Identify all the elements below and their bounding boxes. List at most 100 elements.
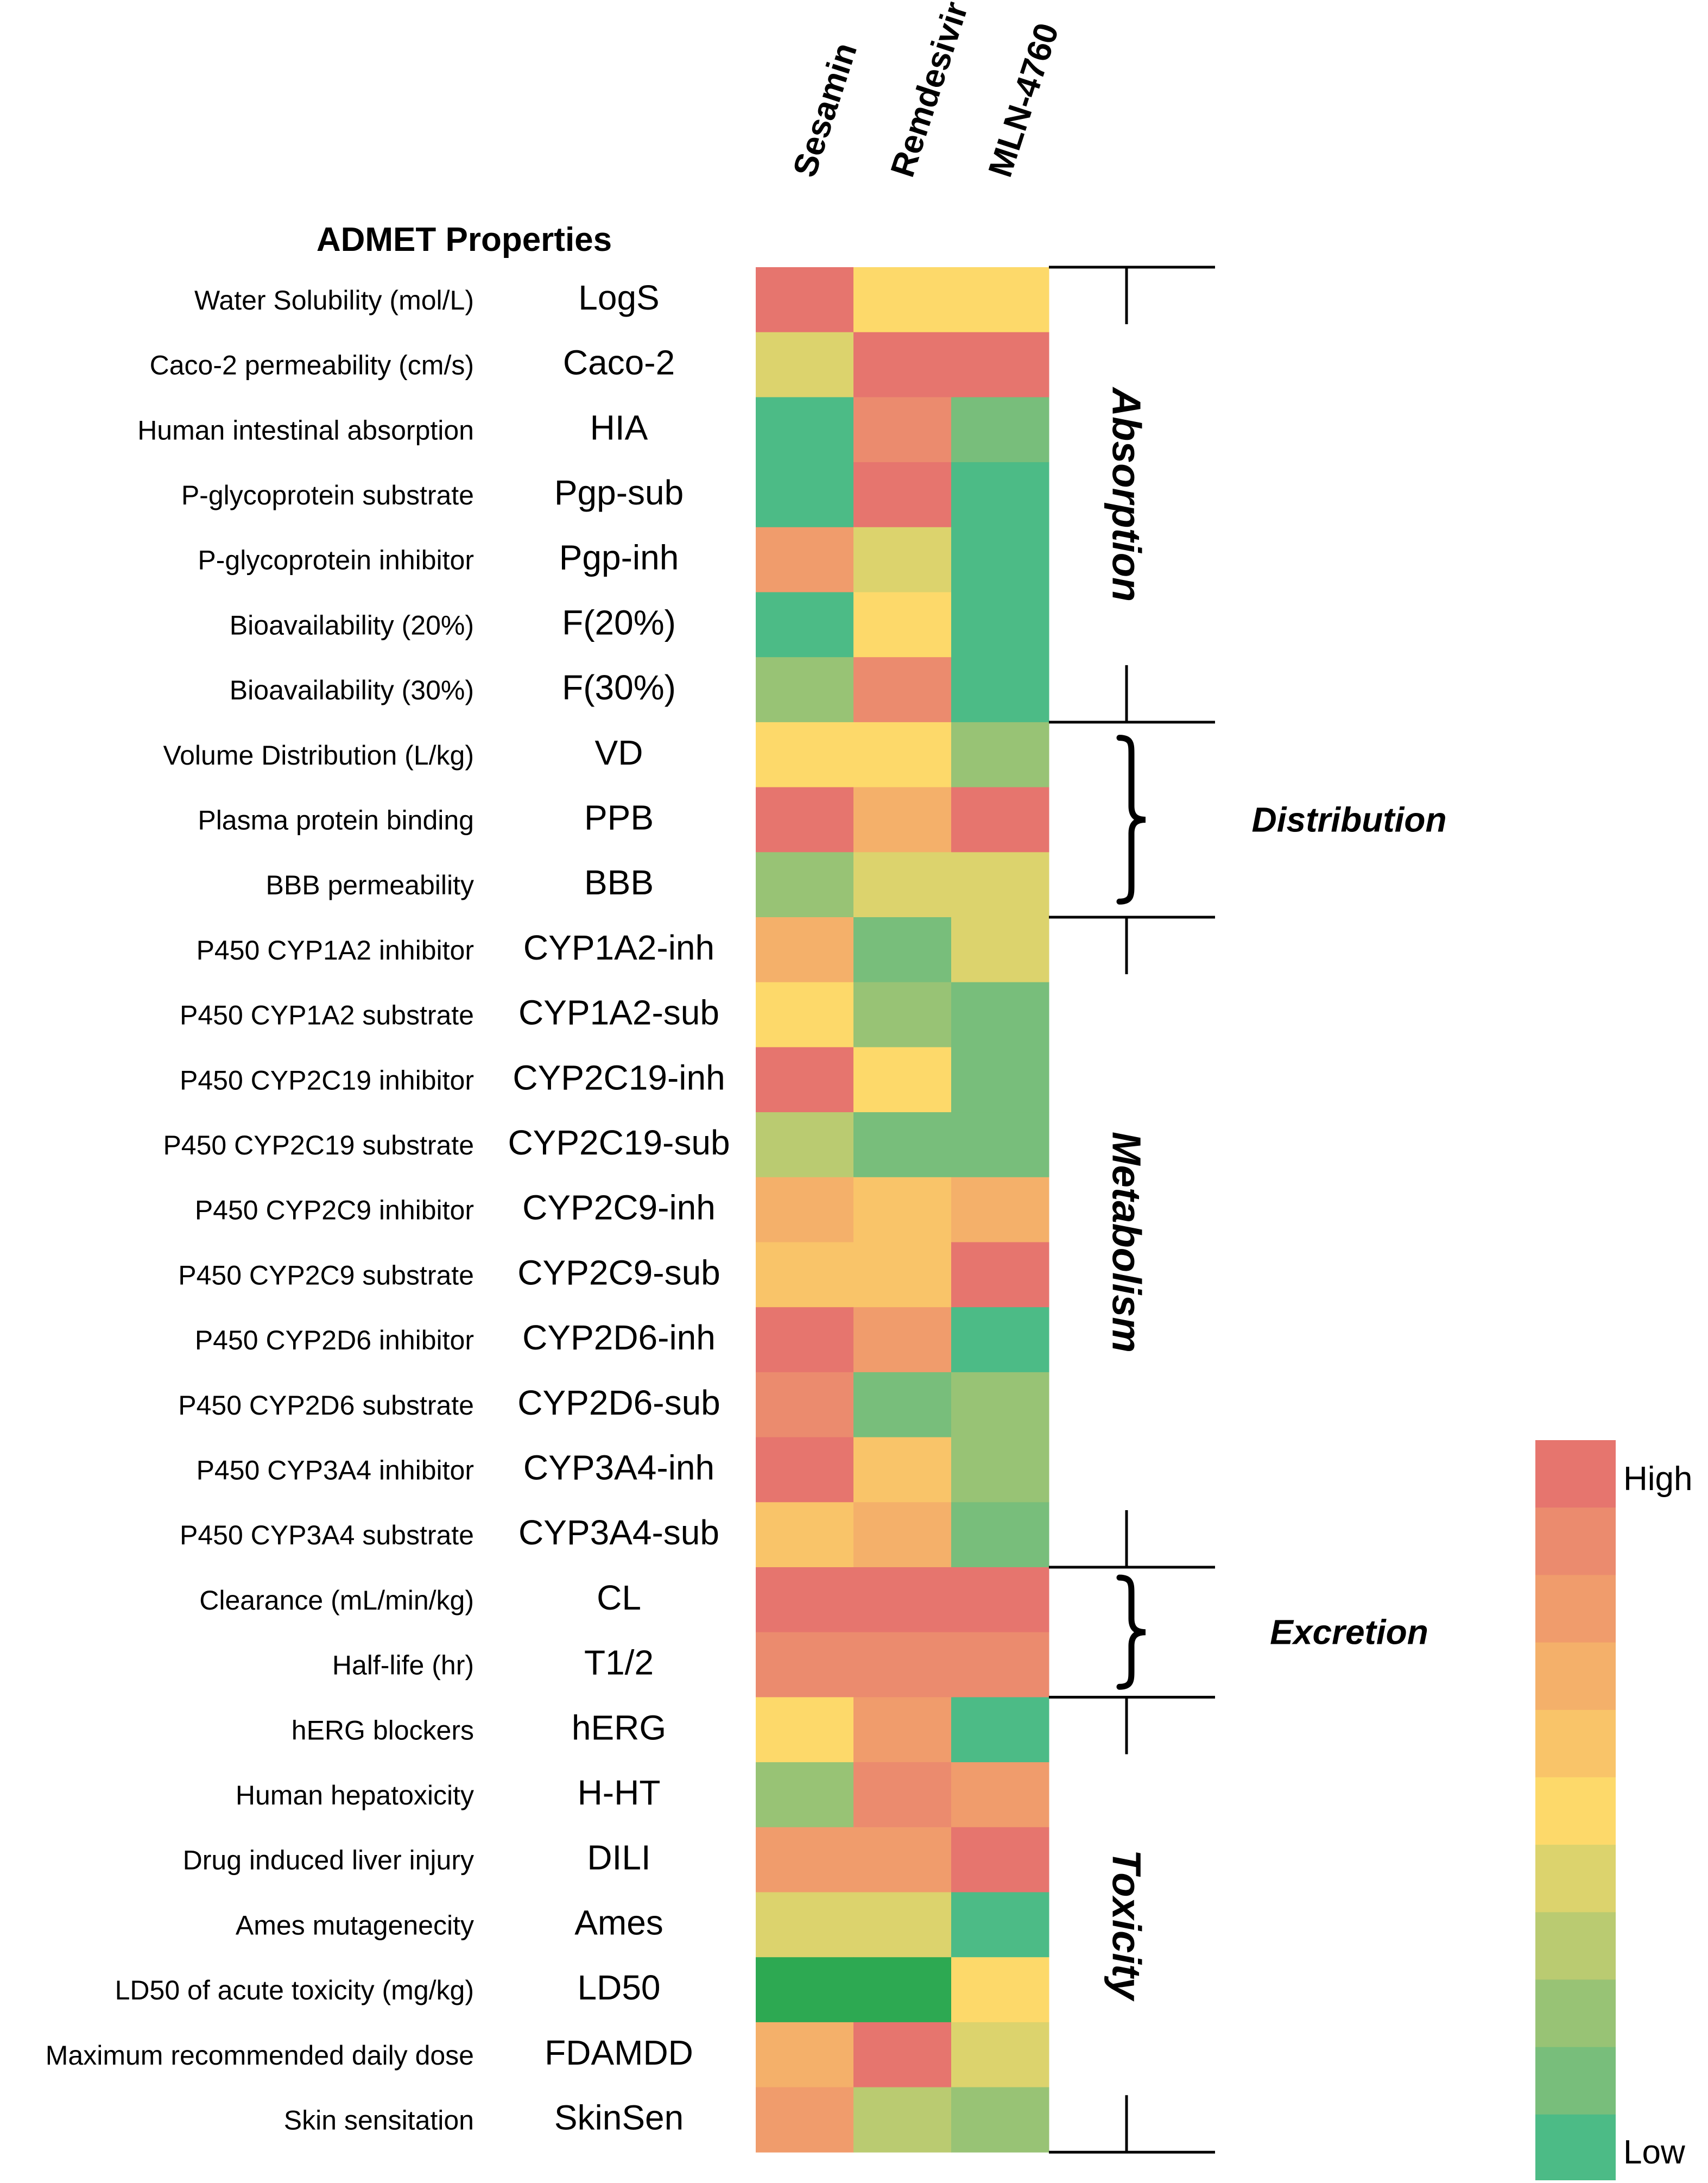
column-label: MLN-4760 [982,18,1066,181]
heatmap-cell [756,1697,854,1763]
row-label-code: CL [597,1578,641,1617]
row-label-name: P450 CYP3A4 substrate [180,1520,474,1550]
heatmap-cell [756,1502,854,1568]
heatmap-cell [951,722,1049,788]
heatmap-cell [756,1437,854,1503]
heatmap-cell [951,2022,1049,2088]
heatmap-cell [951,267,1049,333]
row-label-name: Water Solubility (mol/L) [194,285,474,316]
row-label-name: P-glycoprotein substrate [181,480,474,510]
heatmap-cell [853,1047,952,1113]
legend-swatch [1535,1912,1616,1980]
heatmap-cell [853,657,952,723]
row-label-name: P450 CYP2D6 substrate [178,1390,474,1421]
heatmap-cell [951,1047,1049,1113]
heatmap-cell [951,657,1049,723]
row-label-code: LogS [578,278,659,317]
row-label-code: HIA [590,408,648,447]
heatmap-cell [853,722,952,788]
heatmap-cell [756,1372,854,1438]
heatmap-cell [756,852,854,918]
heatmap-cell [951,787,1049,853]
row-label-code: Caco-2 [563,343,675,382]
row-label-code: CYP1A2-sub [518,993,719,1032]
row-label-name: P450 CYP2C9 substrate [178,1260,474,1290]
heatmap-cell [951,1372,1049,1438]
heatmap-cell [853,1892,952,1958]
row-label-name: P450 CYP2C19 substrate [163,1130,474,1160]
heatmap-cell [756,527,854,592]
row-label-code: CYP3A4-inh [523,1448,714,1487]
heatmap-cell [756,397,854,463]
heatmap-cell [853,1567,952,1633]
row-label-name: P450 CYP2C19 inhibitor [180,1065,474,1095]
heatmap-cell [951,1112,1049,1178]
group-label: Distribution [1251,800,1446,839]
row-label-name: Bioavailability (20%) [230,610,474,640]
row-label-code: VD [595,733,643,772]
heatmap-cell [756,2087,854,2153]
legend-high-label: High [1623,1460,1693,1498]
heatmap-cell [756,1632,854,1698]
heatmap-cell [853,1697,952,1763]
heatmap-cell [853,1502,952,1568]
row-label-code: H-HT [578,1773,661,1812]
row-label-name: P450 CYP1A2 inhibitor [197,935,474,966]
row-label-name: Human hepatoxicity [236,1780,474,1810]
heatmap-cell [756,267,854,333]
row-label-code: PPB [584,798,654,837]
heatmap-cell [951,1957,1049,2023]
heatmap-cell [756,917,854,983]
heatmap-cell [951,397,1049,463]
heatmap-cell [853,1112,952,1178]
heatmap-cell [951,1762,1049,1828]
heatmap-cell [756,2022,854,2088]
row-label-name: LD50 of acute toxicity (mg/kg) [115,1975,474,2005]
heatmap-cell [951,917,1049,983]
heatmap-cell [853,1177,952,1242]
legend-swatch [1535,1979,1616,2048]
color-scale-legend: High Low [1535,1440,1693,2182]
legend-swatch [1535,1845,1616,1913]
row-labels: Water Solubility (mol/L) LogS Caco-2 perme… [46,278,730,2137]
heatmap-cell [951,982,1049,1048]
heatmap-cell [853,1437,952,1503]
heatmap-cell [853,1372,952,1438]
group-label: Toxicity [1104,1850,1149,2002]
heatmap-cell [951,1437,1049,1503]
row-label-name: Drug induced liver injury [183,1845,474,1876]
legend-swatch [1535,1777,1616,1845]
heatmap-cell [756,1112,854,1178]
column-label: Remdesivir [884,0,976,181]
heatmap-cell [951,1307,1049,1373]
heatmap-cell [853,527,952,592]
heatmap-cell [853,1632,952,1698]
heatmap-cell [853,1762,952,1828]
heatmap-cell [951,1502,1049,1568]
row-label-name: hERG blockers [292,1715,474,1745]
heatmap-cell [756,332,854,398]
row-label-code: CYP2D6-sub [517,1383,720,1422]
legend-swatch [1535,1575,1616,1643]
heatmap-cell [853,787,952,853]
heatmap-cell [853,1242,952,1308]
row-label-code: FDAMDD [545,2033,693,2072]
row-label-code: Pgp-inh [559,538,679,577]
column-labels: Sesamin Remdesivir MLN-4760 [786,0,1066,181]
heatmap-cell [756,462,854,528]
legend-swatch [1535,2114,1616,2182]
heatmap-cell [853,1307,952,1373]
row-label-code: CYP2D6-inh [522,1318,716,1357]
legend-swatch [1535,1507,1616,1575]
heatmap-cell [853,267,952,333]
heatmap-cell [756,1957,854,2023]
row-label-code: LD50 [578,1968,661,2007]
heatmap-cell [951,1827,1049,1892]
row-label-code: CYP3A4-sub [518,1513,719,1552]
row-label-code: DILI [587,1838,650,1877]
heatmap-cell [951,462,1049,528]
heatmap-cell [756,787,854,853]
row-label-name: P450 CYP2C9 inhibitor [195,1195,474,1226]
